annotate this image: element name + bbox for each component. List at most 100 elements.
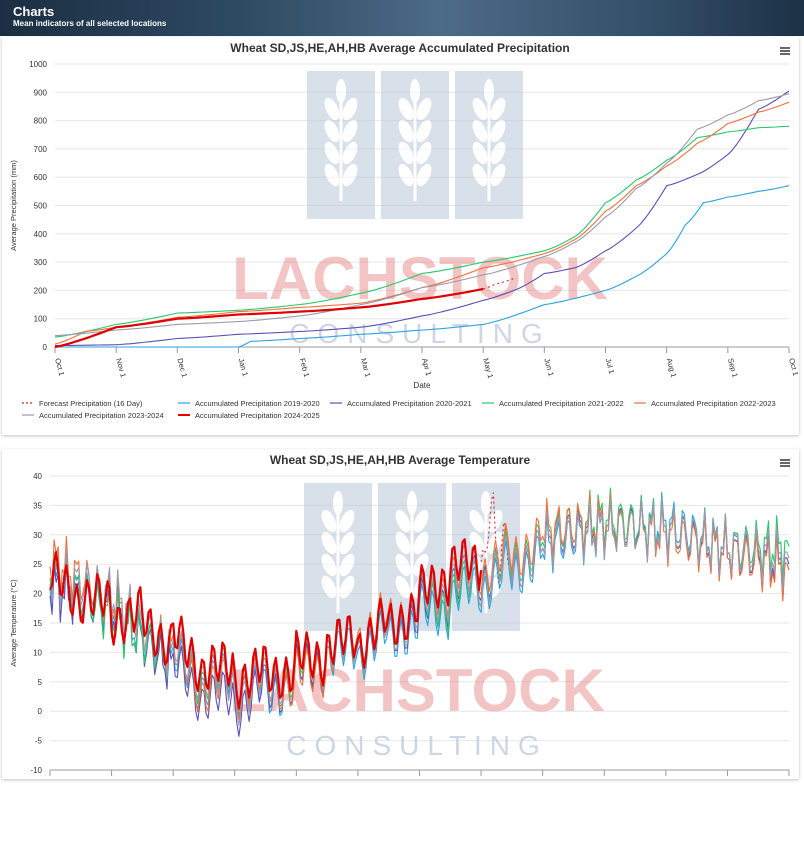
x-tick-label: Jan 1 (237, 357, 250, 377)
series-line-accumulated-precipitation-2021-2022 (54, 125, 790, 338)
legend-item[interactable]: Accumulated Precipitation 2024-2025 (178, 411, 320, 420)
y-tick-label: 400 (34, 230, 48, 239)
y-tick-label: -5 (35, 737, 43, 746)
wheat-grain-icon (416, 163, 432, 187)
x-tick-label: Jul 1 (604, 357, 617, 375)
chart-title: Wheat SD,JS,HE,AH,HB Average Temperature (270, 453, 531, 467)
x-axis-label: Date (414, 381, 431, 390)
wheat-grain-icon (324, 97, 340, 121)
chart-title: Wheat SD,JS,HE,AH,HB Average Accumulated… (230, 41, 569, 55)
series-line-accumulated-precipitation-2023-2024 (54, 93, 790, 337)
wheat-grain-icon (472, 97, 488, 121)
wheat-grain-icon (490, 163, 506, 187)
wheat-grain-icon (395, 531, 411, 555)
wheat-grain-icon (490, 97, 506, 121)
wheat-grain-icon (321, 575, 337, 599)
chart-menu-icon[interactable] (780, 47, 790, 55)
wheat-tip-icon (484, 79, 494, 103)
x-tick-label: Sep 1 (726, 357, 740, 378)
legend-label: Accumulated Precipitation 2022-2023 (651, 399, 776, 408)
y-tick-label: 40 (33, 472, 42, 481)
y-tick-label: 5 (38, 678, 43, 687)
wheat-grain-icon (472, 119, 488, 143)
watermark-sub: CONSULTING (289, 318, 551, 349)
y-tick-label: 1000 (29, 60, 47, 69)
y-tick-label: 35 (33, 501, 42, 510)
wheat-grain-icon (413, 531, 429, 555)
wheat-grain-icon (321, 531, 337, 555)
y-tick-label: 500 (34, 202, 48, 211)
x-tick-label: Feb 1 (298, 357, 312, 378)
wheat-grain-icon (339, 509, 355, 533)
wheat-grain-icon (487, 509, 503, 533)
y-tick-label: 700 (34, 145, 48, 154)
wheat-grain-icon (472, 163, 488, 187)
wheat-grain-icon (413, 509, 429, 533)
legend-item[interactable]: Accumulated Precipitation 2023-2024 (22, 411, 164, 420)
wheat-grain-icon (324, 141, 340, 165)
series-line-temperature-2024-2025 (49, 538, 483, 710)
wheat-tip-icon (481, 491, 491, 515)
wheat-grain-icon (342, 141, 358, 165)
x-tick-label: Apr 1 (420, 357, 433, 377)
legend-label: Accumulated Precipitation 2023-2024 (39, 411, 164, 420)
y-tick-label: 20 (33, 590, 42, 599)
x-tick-label: Aug 1 (665, 357, 679, 378)
wheat-grain-icon (395, 509, 411, 533)
x-tick-label: May 1 (481, 357, 495, 379)
precipitation-chart-card: Wheat SD,JS,HE,AH,HB Average Accumulated… (2, 37, 800, 435)
x-tick-label: Nov 1 (114, 357, 128, 378)
header-title: Charts (13, 4, 55, 19)
x-tick-label: Dec 1 (175, 357, 189, 378)
legend-item[interactable]: Forecast Precipitation (16 Day) (22, 399, 143, 408)
wheat-grain-icon (472, 141, 488, 165)
y-tick-label: 0 (43, 343, 48, 352)
wheat-grain-icon (416, 97, 432, 121)
wheat-grain-icon (321, 553, 337, 577)
wheat-grain-icon (395, 575, 411, 599)
wheat-tip-icon (410, 79, 420, 103)
series-line-accumulated-precipitation-2019-2020 (55, 185, 790, 348)
temperature-chart: Wheat SD,JS,HE,AH,HB Average Temperature… (9, 453, 790, 776)
watermark (307, 71, 523, 219)
wheat-grain-icon (469, 509, 485, 533)
legend-label: Forecast Precipitation (16 Day) (39, 399, 143, 408)
y-tick-label: 600 (34, 173, 48, 182)
wheat-grain-icon (416, 141, 432, 165)
precipitation-chart: Wheat SD,JS,HE,AH,HB Average Accumulated… (9, 41, 800, 420)
series-line-forecast-precipitation-16-day (483, 277, 514, 290)
x-tick-label: Oct 1 (53, 357, 66, 377)
wheat-grain-icon (398, 163, 414, 187)
y-tick-label: 0 (38, 707, 43, 716)
x-tick-label: Oct 1 (787, 357, 799, 377)
y-tick-label: 300 (34, 258, 48, 267)
wheat-grain-icon (342, 119, 358, 143)
legend-label: Accumulated Precipitation 2019-2020 (195, 399, 320, 408)
wheat-grain-icon (339, 575, 355, 599)
wheat-grain-icon (490, 141, 506, 165)
wheat-grain-icon (342, 97, 358, 121)
watermark-brand: LACHSTOCK (232, 245, 608, 312)
legend-item[interactable]: Accumulated Precipitation 2021-2022 (482, 399, 624, 408)
wheat-grain-icon (321, 509, 337, 533)
wheat-tip-icon (333, 491, 343, 515)
series-line-accumulated-precipitation-2020-2021 (54, 90, 790, 347)
charts-header: Charts Mean indicators of all selected l… (0, 0, 804, 36)
legend-item[interactable]: Accumulated Precipitation 2020-2021 (330, 399, 472, 408)
legend-label: Accumulated Precipitation 2020-2021 (347, 399, 472, 408)
y-tick-label: 15 (33, 619, 42, 628)
y-tick-label: 900 (34, 88, 48, 97)
y-tick-label: -10 (30, 766, 42, 775)
chart-menu-icon[interactable] (780, 459, 790, 467)
wheat-grain-icon (398, 141, 414, 165)
legend-item[interactable]: Accumulated Precipitation 2022-2023 (634, 399, 776, 408)
y-axis-label: Average Temperature (°C) (9, 579, 18, 667)
wheat-grain-icon (416, 119, 432, 143)
wheat-grain-icon (339, 531, 355, 555)
legend-item[interactable]: Accumulated Precipitation 2019-2020 (178, 399, 320, 408)
wheat-grain-icon (490, 119, 506, 143)
series-line-accumulated-precipitation-2024-2025 (54, 287, 484, 349)
wheat-grain-icon (398, 97, 414, 121)
wheat-tip-icon (407, 491, 417, 515)
wheat-grain-icon (324, 119, 340, 143)
